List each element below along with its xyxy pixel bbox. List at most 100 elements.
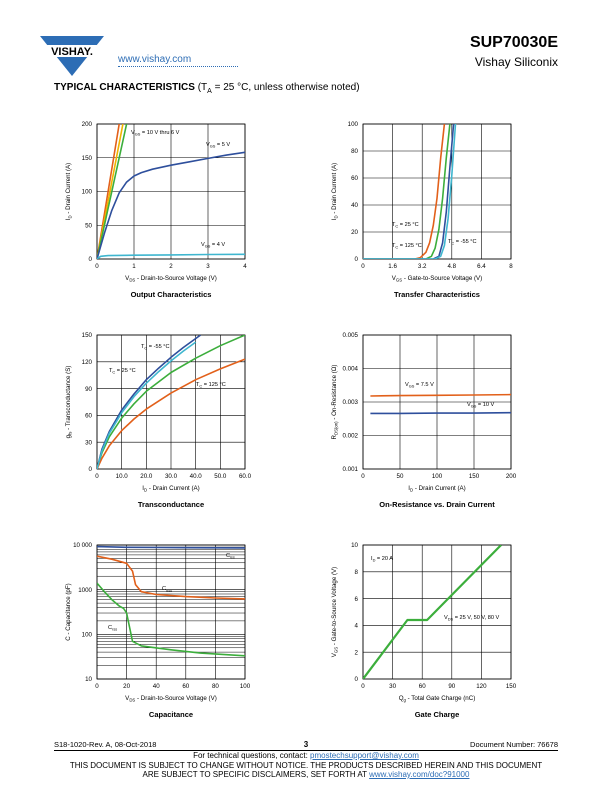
chart-6: 0 30 60 90 120 150 0 2 4 6 8 10 Qg​ - Total Gate Cha…: [331, 542, 517, 719]
x-tick-label: 0: [361, 683, 365, 690]
y-tick-label: 2: [355, 649, 359, 656]
chart-annotation: VGS​ = 10 V thru 6 V: [131, 130, 180, 137]
y-tick-label: 40: [351, 202, 358, 209]
y-tick-label: 10 000: [73, 542, 92, 549]
chart-caption: Output Characteristics: [131, 290, 212, 299]
x-tick-label: 150: [469, 473, 480, 480]
x-tick-label: 40.0: [190, 473, 203, 480]
chart-3: 0 10.0 20.0 30.0 40.0 50.0 60.0 0 30 60 90 120 150 ID…: [65, 332, 252, 509]
chart-annotation: TC​ = -55 °C: [141, 344, 170, 351]
y-tick-label: 6: [355, 596, 359, 603]
conditions: (TA = 25 °C, unless otherwise noted): [198, 82, 360, 95]
y-axis-label: C - Capacitance (pF): [65, 583, 72, 640]
series-line-v-gs-10-v: [370, 411, 511, 415]
y-axis-label: RDS(on)​ - On-Resistance (Ω): [331, 365, 339, 440]
chart-annotation: TC​ = 125 °C: [196, 382, 226, 389]
chart-caption: On-Resistance vs. Drain Current: [379, 500, 495, 509]
plot-frame: [362, 334, 512, 470]
series-line-t-c-55-c: [363, 124, 455, 259]
footer-disclaimer-2-prefix: ARE SUBJECT TO SPECIFIC DISCLAIMERS, SET…: [142, 770, 370, 779]
y-tick-label: 200: [82, 121, 93, 128]
y-tick-label: 120: [82, 359, 93, 366]
x-tick-label: 60: [419, 683, 426, 690]
x-tick-label: 0: [95, 683, 99, 690]
x-tick-label: 1.6: [388, 263, 397, 270]
series-line-extra: [363, 124, 457, 259]
header-dotted-line: [118, 66, 238, 69]
footer-page-number: 3: [303, 740, 309, 749]
x-tick-label: 3.2: [418, 263, 427, 270]
x-tick-label: 4: [243, 263, 247, 270]
series-group: [363, 124, 457, 259]
x-tick-label: 20.0: [140, 473, 153, 480]
x-axis-label: ID​ - Drain Current (A): [142, 485, 199, 493]
y-tick-label: 0: [355, 676, 359, 683]
x-axis-label: VGS​ - Gate-to-Source Voltage (V): [392, 275, 483, 283]
y-tick-label: 100: [348, 121, 359, 128]
x-tick-label: 20: [123, 683, 130, 690]
x-tick-label: 0: [361, 473, 365, 480]
chart-annotation: ID​ = 20 A: [371, 556, 393, 563]
x-tick-label: 6.4: [477, 263, 486, 270]
chart-annotation: VGS​ = 5 V: [206, 142, 230, 149]
y-tick-label: 0: [355, 256, 359, 263]
x-tick-label: 0: [95, 263, 99, 270]
series-line-v-ds-25-v-50-v-80-v: [363, 545, 502, 679]
chart-annotation: VGS​ = 4 V: [201, 242, 225, 249]
y-tick-label: 0.004: [343, 366, 359, 373]
y-tick-label: 30: [85, 439, 92, 446]
x-tick-label: 80: [212, 683, 219, 690]
x-tick-label: 200: [506, 473, 517, 480]
series-group: [370, 393, 511, 415]
y-tick-label: 80: [351, 148, 358, 155]
chart-annotation: TC​ = -55 °C: [448, 239, 477, 246]
vishay-logo: VISHAY.: [40, 36, 104, 76]
chart-annotation: TC​ = 25 °C: [109, 368, 136, 375]
series-group: [97, 545, 245, 657]
series-line-blue: [97, 151, 245, 259]
y-tick-label: 0: [89, 256, 93, 263]
y-tick-label: 60: [351, 175, 358, 182]
vishay-url[interactable]: www.vishay.com: [118, 54, 192, 65]
y-axis-label: gfs​ - Transconductance (S): [65, 366, 73, 439]
chart-annotation: VDS​ = 25 V, 50 V, 80 V: [444, 615, 499, 622]
chart-caption: Transconductance: [138, 500, 204, 509]
company-name: Vishay Siliconix: [474, 55, 558, 69]
x-tick-label: 50: [397, 473, 404, 480]
chart-caption: Transfer Characteristics: [394, 290, 480, 299]
plot-frame: [96, 123, 246, 260]
y-tick-label: 0.002: [343, 433, 359, 440]
x-tick-label: 8: [509, 263, 513, 270]
plot-frame: [96, 544, 246, 680]
footer-rule: [54, 750, 558, 751]
x-tick-label: 0: [95, 473, 99, 480]
y-tick-label: 0.003: [343, 399, 359, 406]
x-axis-label: VDS​ - Drain-to-Source Voltage (V): [125, 275, 217, 283]
y-tick-label: 60: [85, 413, 92, 420]
chart-annotation: VGS​ = 10 V: [467, 402, 495, 409]
x-tick-label: 120: [476, 683, 487, 690]
x-tick-label: 60.0: [239, 473, 252, 480]
conditions-rest: = 25 °C, unless otherwise noted): [211, 82, 360, 93]
y-tick-label: 20: [351, 229, 358, 236]
y-tick-label: 0.005: [343, 332, 359, 339]
x-tick-label: 90: [448, 683, 455, 690]
x-tick-label: 10.0: [116, 473, 129, 480]
y-axis-label: VGS​ - Gate-to-Source Voltage (V): [331, 567, 339, 658]
series-line-extra: [97, 341, 197, 469]
series-line-t-c-125-c: [363, 124, 446, 259]
chart-caption: Gate Charge: [415, 710, 460, 719]
series-line-green: [97, 124, 128, 259]
chart-annotation: Coss​: [162, 586, 172, 593]
series-group: [363, 545, 502, 679]
svg-text:VISHAY.: VISHAY.: [51, 46, 93, 58]
y-tick-label: 50: [85, 222, 92, 229]
chart-5: 0 20 40 60 80 100 10 100 1000 10 000 VDS​ - Drain-…: [65, 542, 251, 719]
x-tick-label: 3: [206, 263, 210, 270]
footer-disclaimer-link[interactable]: www.vishay.com/doc?91000: [369, 770, 470, 779]
footer-contact-email[interactable]: pmostechsupport@vishay.com: [310, 751, 419, 760]
x-tick-label: 60: [182, 683, 189, 690]
x-tick-label: 30.0: [165, 473, 178, 480]
footer-disclaimer-2: ARE SUBJECT TO SPECIFIC DISCLAIMERS, SET…: [0, 770, 612, 779]
x-tick-label: 100: [240, 683, 251, 690]
